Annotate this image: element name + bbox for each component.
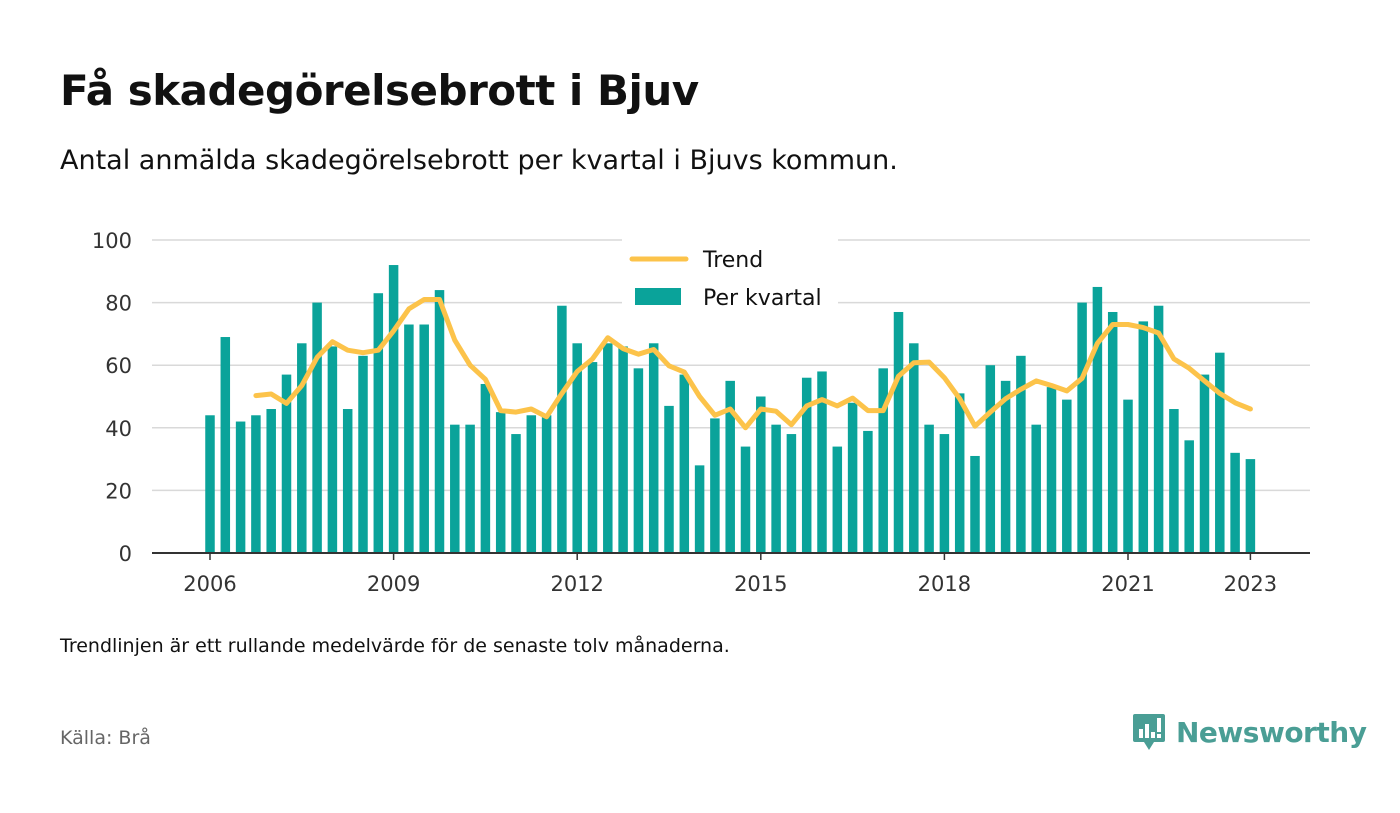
bar bbox=[618, 346, 628, 553]
x-tick-label: 2021 bbox=[1101, 572, 1154, 596]
bar bbox=[1092, 286, 1103, 553]
bar bbox=[235, 421, 246, 553]
bar bbox=[954, 393, 965, 553]
bar bbox=[297, 343, 307, 553]
trend-line bbox=[253, 297, 1253, 431]
bar bbox=[939, 434, 950, 553]
bar bbox=[985, 365, 996, 553]
x-tick-label: 2015 bbox=[734, 572, 787, 596]
bar bbox=[404, 324, 414, 553]
x-tick-label: 2018 bbox=[918, 572, 971, 596]
bar bbox=[1123, 399, 1133, 553]
y-tick-label: 60 bbox=[105, 354, 132, 378]
bar bbox=[572, 343, 582, 553]
x-tick-label: 2006 bbox=[183, 572, 236, 596]
bar bbox=[1062, 399, 1072, 553]
bar bbox=[771, 424, 781, 553]
bar bbox=[786, 434, 797, 553]
bar bbox=[480, 383, 491, 553]
legend-bar-swatch bbox=[635, 288, 681, 305]
trend-series bbox=[253, 297, 1253, 431]
bar bbox=[909, 343, 919, 553]
bar bbox=[1077, 302, 1087, 553]
bar bbox=[817, 371, 827, 553]
axes: 0 20 40 60 80 100 2006 2009 2012 2015 2018 2021 2023 bbox=[92, 229, 1310, 596]
y-tick-label: 40 bbox=[105, 417, 132, 441]
bar bbox=[220, 337, 231, 553]
brand-logo[interactable]: Newsworthy bbox=[1132, 712, 1367, 752]
bar bbox=[893, 311, 904, 553]
bar bbox=[373, 293, 384, 553]
legend: Trend Per kvartal bbox=[622, 238, 838, 318]
bar bbox=[1031, 424, 1041, 553]
bar bbox=[1107, 311, 1118, 553]
bar bbox=[1230, 452, 1240, 553]
bar bbox=[970, 455, 980, 553]
bar bbox=[679, 374, 690, 553]
bar bbox=[327, 346, 338, 553]
bar bbox=[587, 362, 598, 553]
y-tick-label: 80 bbox=[105, 292, 132, 316]
bar bbox=[526, 415, 537, 553]
bar bbox=[756, 396, 766, 553]
bar bbox=[801, 377, 812, 553]
legend-trend-label: Trend bbox=[702, 248, 763, 273]
bar bbox=[1215, 352, 1225, 553]
bar bbox=[465, 424, 475, 553]
bar bbox=[511, 434, 521, 553]
chart-title: Få skadegörelsebrott i Bjuv bbox=[60, 66, 699, 115]
bar bbox=[358, 355, 368, 553]
bar bbox=[434, 290, 445, 553]
bar bbox=[1016, 355, 1026, 553]
y-tick-label: 100 bbox=[92, 229, 132, 253]
brand-name: Newsworthy bbox=[1176, 715, 1367, 749]
newsworthy-logo-icon bbox=[1133, 714, 1165, 750]
bar bbox=[388, 265, 399, 553]
bar bbox=[312, 302, 322, 553]
bar bbox=[633, 368, 644, 553]
bar bbox=[205, 415, 215, 553]
x-tick-label: 2009 bbox=[367, 572, 420, 596]
bar bbox=[251, 415, 261, 553]
x-tick-label: 2023 bbox=[1224, 572, 1277, 596]
bar bbox=[1184, 440, 1194, 553]
bar bbox=[832, 446, 843, 553]
chart-subtitle: Antal anmälda skadegörelsebrott per kvar… bbox=[60, 145, 898, 176]
bar-series bbox=[205, 265, 1256, 553]
bar bbox=[648, 343, 659, 553]
x-tick-label: 2012 bbox=[550, 572, 603, 596]
bar bbox=[266, 409, 276, 553]
bar bbox=[694, 465, 705, 553]
source-credit: Källa: Brå bbox=[60, 727, 151, 749]
bar bbox=[1153, 305, 1164, 553]
bar bbox=[1199, 374, 1210, 553]
bar-chart: 0 20 40 60 80 100 2006 2009 2012 2015 2018 2021 2023… bbox=[92, 229, 1310, 596]
legend-bar-label: Per kvartal bbox=[703, 286, 822, 311]
bar bbox=[281, 374, 292, 553]
bar bbox=[450, 424, 460, 553]
bar bbox=[603, 343, 613, 553]
chart-note: Trendlinjen är ett rullande medelvärde f… bbox=[60, 635, 730, 657]
bar bbox=[664, 405, 674, 553]
y-tick-label: 0 bbox=[119, 542, 132, 566]
bar bbox=[541, 415, 552, 553]
bar bbox=[878, 368, 888, 553]
bar bbox=[924, 424, 934, 553]
bar bbox=[419, 324, 429, 553]
bar bbox=[725, 380, 735, 553]
bar bbox=[1245, 459, 1256, 553]
bar bbox=[1138, 321, 1149, 553]
bar bbox=[847, 402, 858, 553]
bar bbox=[740, 446, 751, 553]
bar bbox=[342, 409, 353, 553]
bar bbox=[710, 418, 720, 553]
bar bbox=[495, 412, 506, 553]
bar bbox=[1000, 380, 1011, 553]
bar bbox=[1046, 387, 1057, 553]
bar bbox=[863, 430, 873, 553]
y-tick-label: 20 bbox=[105, 479, 132, 503]
bar bbox=[557, 305, 567, 553]
bar bbox=[1169, 409, 1179, 553]
